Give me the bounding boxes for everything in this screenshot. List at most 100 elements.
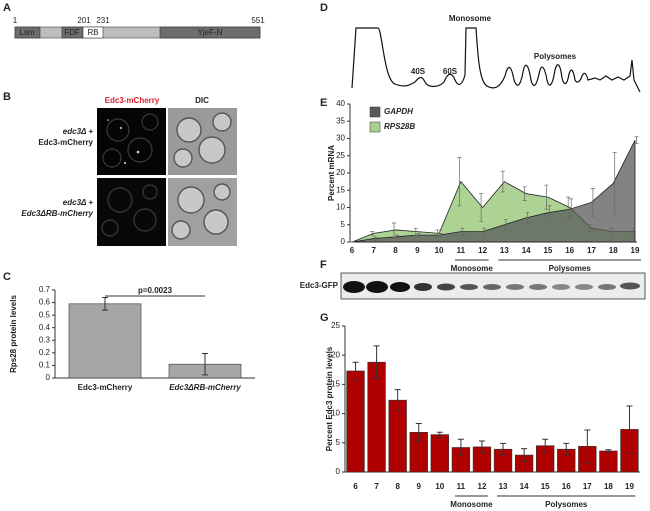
x-tick-label: 8 <box>393 246 398 255</box>
legend-swatch <box>369 121 381 133</box>
microscopy: Edc3-mCherry DIC edc3Δ + Edc3-mCherry ed… <box>21 96 237 246</box>
x-tick-label: 7 <box>374 482 379 491</box>
annotation: p=0.0023 <box>138 286 173 295</box>
y-tick-label: 0.3 <box>39 335 51 344</box>
error-bar <box>542 438 549 453</box>
error-bar <box>631 227 636 236</box>
y-axis-label: Rps28 protein levels <box>9 295 18 373</box>
bar <box>599 450 618 473</box>
group-label: Polysomes <box>549 264 592 273</box>
y-axis-label: Percent mRNA <box>327 145 336 201</box>
error-bar <box>416 233 421 238</box>
error-bar <box>482 227 487 236</box>
error-bar <box>478 440 485 454</box>
error-bar <box>395 234 400 239</box>
error-bar <box>569 198 574 220</box>
y-tick-label: 15 <box>336 185 345 194</box>
x-tick-label: 6 <box>353 482 358 491</box>
legend-label: RPS28B <box>384 122 415 131</box>
x-tick-label: 14 <box>520 482 529 491</box>
x-tick-label: 17 <box>583 482 592 491</box>
x-tick-label: 16 <box>565 246 574 255</box>
legend-swatch <box>369 106 381 118</box>
column-header: DIC <box>195 96 209 105</box>
y-tick-label: 0 <box>336 467 341 476</box>
y-tick-label: 0 <box>341 237 346 246</box>
error-bar <box>392 222 397 238</box>
y-tick-label: 0.5 <box>39 310 51 319</box>
panel-label: E <box>320 97 327 109</box>
error-bar <box>373 236 378 241</box>
error-bar <box>566 196 571 219</box>
group-label: Monosome <box>451 264 494 273</box>
panel-label: D <box>320 2 328 14</box>
error-bar <box>612 151 617 215</box>
error-bar <box>438 233 443 238</box>
x-tick-label: 17 <box>587 246 596 255</box>
bar <box>68 303 142 379</box>
x-tick-label: 16 <box>562 482 571 491</box>
y-tick-label: 0.4 <box>39 323 51 332</box>
error-bar <box>457 438 464 457</box>
polysome-profile: Monosome 40S 60S Polysomes <box>351 14 641 93</box>
error-bar <box>415 423 422 442</box>
domain-label: RB <box>87 28 98 37</box>
y-tick-label: 25 <box>336 151 345 160</box>
area <box>351 140 636 243</box>
y-tick-label: 0 <box>46 373 51 382</box>
group-label: Monosome <box>450 500 493 509</box>
error-bar <box>521 448 528 462</box>
x-tick-label: 14 <box>522 246 531 255</box>
error-bar <box>373 345 380 380</box>
error-bar <box>525 212 530 224</box>
x-tick-label: 8 <box>395 482 400 491</box>
profile-label: Polysomes <box>534 52 577 61</box>
panel-label: F <box>320 259 327 271</box>
x-tick-label: Edc3ΔRB-mCherry <box>169 383 241 392</box>
x-tick-label: 11 <box>457 246 466 255</box>
x-tick-label: 10 <box>435 246 444 255</box>
x-tick-label: 13 <box>500 246 509 255</box>
error-bar <box>522 186 527 201</box>
x-tick-label: 10 <box>435 482 444 491</box>
error-bar <box>460 227 465 236</box>
x-tick-label: 9 <box>417 482 422 491</box>
x-tick-label: 7 <box>372 246 377 255</box>
error-bar <box>479 193 484 222</box>
x-tick-label: 18 <box>609 246 618 255</box>
y-tick-label: 0.6 <box>39 298 51 307</box>
error-bar <box>503 219 508 231</box>
y-tick-label: 5 <box>341 220 346 229</box>
group-label: Polysomes <box>545 500 588 509</box>
y-tick-label: 10 <box>331 409 340 418</box>
x-tick-label: 19 <box>631 246 640 255</box>
x-tick-label: 9 <box>415 246 420 255</box>
blot-label: Edc3-GFP <box>300 281 339 290</box>
panel-label: A <box>3 2 11 14</box>
error-bar <box>605 449 612 453</box>
y-tick-label: 30 <box>336 134 345 143</box>
error-bar <box>370 231 375 236</box>
y-tick-label: 0.7 <box>39 285 51 294</box>
error-bar <box>634 136 639 145</box>
error-bar <box>202 352 208 376</box>
domain-label: Lsm <box>19 28 34 37</box>
position: 1 <box>13 16 18 25</box>
error-bar <box>500 442 507 456</box>
error-bar <box>584 429 591 464</box>
x-tick-label: 11 <box>457 482 466 491</box>
bar <box>430 434 449 473</box>
y-tick-label: 10 <box>336 203 345 212</box>
error-bar <box>590 188 595 217</box>
error-bar <box>563 442 570 456</box>
y-axis-label: Percent Edc3 protein levels <box>325 346 334 451</box>
panel-label: C <box>3 271 11 283</box>
profile-label: 60S <box>443 67 458 76</box>
position: 201 <box>77 16 91 25</box>
error-bar <box>609 227 614 236</box>
x-tick-label: 12 <box>478 482 487 491</box>
panel-label: B <box>3 91 11 103</box>
x-tick-label: Edc3-mCherry <box>78 383 133 392</box>
x-tick-label: 6 <box>350 246 355 255</box>
error-bar <box>413 227 418 236</box>
